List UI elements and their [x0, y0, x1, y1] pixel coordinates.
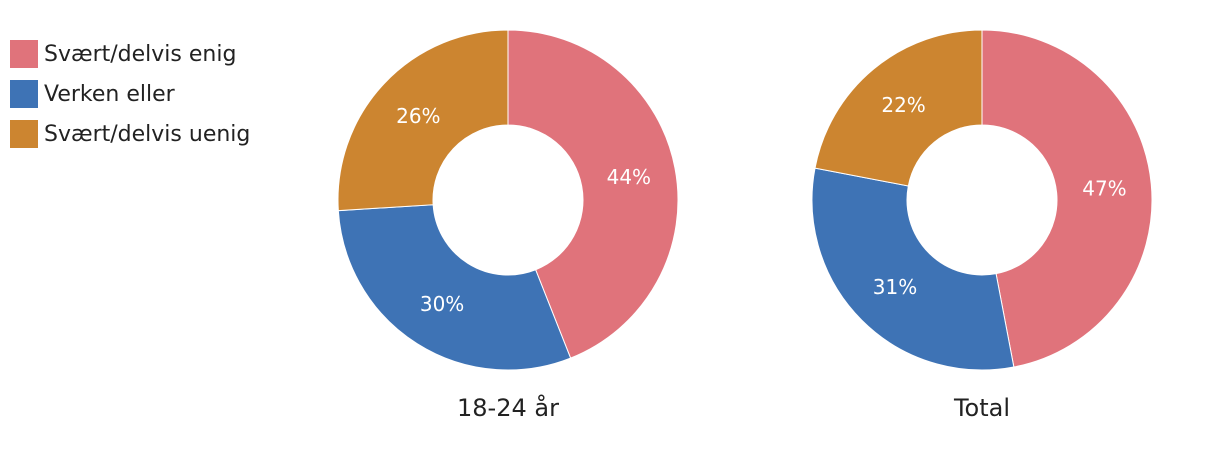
slice-18-24-enig[interactable]: [507, 29, 679, 359]
slice-label-total-uenig: 22%: [881, 93, 925, 117]
legend-item-uenig[interactable]: Svært/delvis uenig: [10, 120, 250, 148]
legend-swatch-verken-eller: [10, 80, 38, 108]
legend-label-verken-eller: Verken eller: [44, 81, 175, 107]
slice-label-18-24-verken-eller: 30%: [420, 292, 464, 316]
legend-label-uenig: Svært/delvis uenig: [44, 121, 251, 147]
donut-title-total: Total: [953, 394, 1010, 422]
slice-label-18-24-uenig: 26%: [396, 104, 440, 128]
slice-total-enig[interactable]: [981, 29, 1153, 368]
legend-swatch-enig: [10, 40, 38, 68]
slice-total-uenig[interactable]: [814, 29, 983, 187]
slice-18-24-verken-eller[interactable]: [337, 204, 572, 371]
donut-chart-18-24: 44% 30% 26%: [337, 29, 679, 371]
slice-total-verken-eller[interactable]: [811, 167, 1015, 371]
slice-label-total-verken-eller: 31%: [873, 275, 917, 299]
donut-chart-total: 47% 31% 22%: [811, 29, 1153, 371]
legend-swatch-uenig: [10, 120, 38, 148]
slice-label-total-enig: 47%: [1082, 176, 1126, 200]
donut-title-18-24: 18-24 år: [457, 393, 559, 422]
slice-18-24-uenig[interactable]: [337, 29, 509, 212]
legend: Svært/delvis enig Verken eller Svært/del…: [10, 40, 250, 160]
legend-item-enig[interactable]: Svært/delvis enig: [10, 40, 250, 68]
slice-label-18-24-enig: 44%: [607, 165, 651, 189]
legend-item-verken-eller[interactable]: Verken eller: [10, 80, 250, 108]
legend-label-enig: Svært/delvis enig: [44, 41, 237, 67]
